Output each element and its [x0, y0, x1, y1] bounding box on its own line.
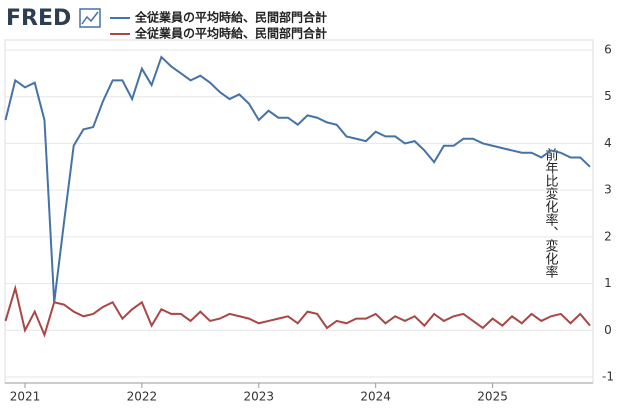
legend-label: 全従業員の平均時給、民間部門合計 — [134, 26, 327, 41]
x-tick-label: 2023 — [244, 390, 275, 404]
y-tick-label: 3 — [604, 183, 612, 197]
legend-label: 全従業員の平均時給、民間部門合計 — [134, 10, 327, 25]
y-tick-label: 6 — [604, 43, 612, 57]
y-tick-label: 5 — [604, 89, 612, 103]
series-line — [4, 284, 591, 338]
x-tick-label: 2025 — [477, 390, 508, 404]
logo: FRED — [6, 6, 71, 31]
y-tick-label: 4 — [604, 136, 612, 150]
x-tick-label: 2022 — [127, 390, 158, 404]
y-tick-label: 2 — [604, 229, 612, 243]
y-tick-label: 1 — [604, 276, 612, 290]
x-tick-label: 2021 — [10, 390, 41, 404]
plot-area — [4, 39, 594, 384]
logo-icon — [79, 8, 101, 28]
y-axis-label: 前年比変化率、変化率 — [543, 147, 559, 278]
x-tick-label: 2024 — [360, 390, 391, 404]
y-tick-label: -1 — [602, 370, 614, 384]
series-line — [4, 55, 591, 303]
y-tick-label: 0 — [604, 323, 612, 337]
